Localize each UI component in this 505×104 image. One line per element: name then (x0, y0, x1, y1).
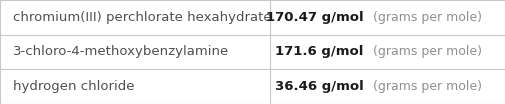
Text: (grams per mole): (grams per mole) (365, 45, 482, 58)
Text: hydrogen chloride: hydrogen chloride (13, 80, 134, 93)
Text: (grams per mole): (grams per mole) (365, 80, 482, 93)
Text: 170.47 g/mol: 170.47 g/mol (266, 11, 364, 24)
Text: 3-chloro-4-methoxybenzylamine: 3-chloro-4-methoxybenzylamine (13, 45, 229, 58)
Text: chromium(III) perchlorate hexahydrate: chromium(III) perchlorate hexahydrate (13, 11, 271, 24)
Text: 36.46 g/mol: 36.46 g/mol (275, 80, 364, 93)
Text: (grams per mole): (grams per mole) (365, 11, 482, 24)
Text: 171.6 g/mol: 171.6 g/mol (275, 45, 364, 58)
